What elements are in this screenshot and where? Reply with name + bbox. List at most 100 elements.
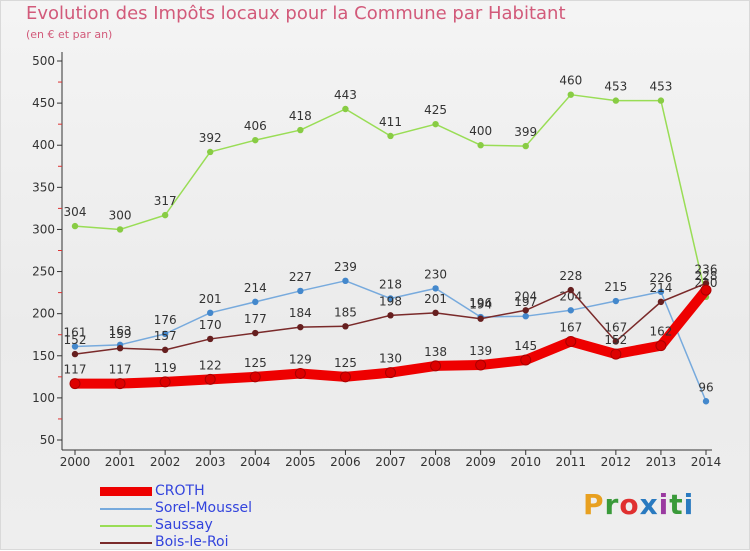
x-tick-label: 2001 [105,455,136,469]
data-label-croth: 129 [289,352,312,366]
y-tick-label: 250 [32,265,55,279]
x-tick-label: 2003 [195,455,226,469]
data-point-saussay [252,136,259,144]
data-label-saussay: 460 [559,74,582,88]
chart-subtitle: (en € et par an) [26,28,113,41]
data-label-sorel-moussel: 96 [698,380,713,394]
data-point-saussay [387,132,394,140]
data-label-croth: 125 [334,356,357,370]
x-tick-label: 2000 [60,455,91,469]
y-tick-label: 300 [32,222,55,236]
x-tick-label: 2013 [646,455,677,469]
x-tick-label: 2006 [330,455,361,469]
data-label-saussay: 453 [649,80,672,94]
data-label-saussay: 392 [199,131,222,145]
data-label-saussay: 418 [289,109,312,123]
data-label-croth: 145 [514,339,537,353]
data-point-bois-le-roi [207,335,214,343]
data-point-croth [114,378,126,390]
data-point-sorel-moussel [252,298,259,306]
data-point-bois-le-roi [567,286,574,294]
data-label-croth: 117 [64,363,87,377]
data-label-saussay: 304 [64,205,87,219]
x-tick-label: 2012 [601,455,632,469]
data-point-sorel-moussel [567,307,574,314]
data-label-croth: 228 [695,269,718,283]
data-label-bois-le-roi: 159 [109,327,132,341]
data-point-saussay [342,105,349,113]
data-label-sorel-moussel: 218 [379,278,402,292]
data-label-bois-le-roi: 194 [469,298,492,312]
data-point-sorel-moussel [161,330,169,338]
y-tick-label: 200 [32,307,55,321]
data-label-croth: 152 [604,333,627,347]
data-label-bois-le-roi: 204 [514,289,537,303]
y-tick-label: 400 [32,138,55,152]
data-label-bois-le-roi: 177 [244,312,267,326]
data-label-sorel-moussel: 161 [64,326,87,340]
x-tick-label: 2014 [691,455,722,469]
data-label-croth: 117 [109,363,132,377]
legend-item-sorel-moussel: Sorel-Moussel [100,500,300,517]
legend-swatch-bois-le-roi [100,542,152,544]
legend-label-bois-le-roi: Bois-le-Roi [155,534,229,550]
data-label-bois-le-roi: 185 [334,305,357,319]
legend-label-sorel-moussel: Sorel-Moussel [155,500,253,516]
data-point-saussay [522,142,529,150]
data-point-bois-le-roi [657,298,665,306]
data-point-sorel-moussel [297,287,304,295]
data-label-croth: 130 [379,352,402,366]
y-tick-label: 450 [32,96,55,110]
data-point-bois-le-roi [387,312,394,319]
data-label-bois-le-roi: 152 [64,333,87,347]
data-label-bois-le-roi: 184 [289,306,312,320]
data-point-saussay [297,126,304,134]
data-point-bois-le-roi [432,309,439,317]
data-label-bois-le-roi: 201 [424,292,447,306]
data-point-croth [430,360,442,372]
data-label-sorel-moussel: 176 [154,313,177,327]
data-point-sorel-moussel [432,285,439,292]
data-point-saussay [432,120,439,128]
data-label-sorel-moussel: 227 [289,270,312,284]
data-label-croth: 138 [424,345,447,359]
data-label-saussay: 399 [514,125,537,139]
data-label-bois-le-roi: 157 [154,329,177,343]
y-tick-label: 50 [40,433,55,447]
data-point-saussay [657,97,665,104]
data-label-croth: 167 [559,320,582,334]
y-tick-label: 150 [32,349,55,363]
data-point-bois-le-roi [297,323,304,331]
chart-title: Evolution des Impôts locaux pour la Comm… [26,3,566,24]
legend-swatch-saussay [100,525,152,527]
legend-item-croth: CROTH [100,483,300,500]
data-label-sorel-moussel: 215 [604,280,627,294]
data-point-bois-le-roi [612,338,620,345]
data-label-sorel-moussel: 230 [424,267,447,281]
data-label-saussay: 425 [424,103,447,117]
data-point-saussay [567,91,574,98]
data-label-saussay: 443 [334,88,357,102]
data-point-croth [159,376,171,388]
data-point-croth [249,371,261,383]
data-point-croth [520,354,532,366]
data-point-croth [475,359,487,371]
data-point-saussay [71,222,79,230]
data-point-bois-le-roi [522,307,529,314]
data-point-croth [294,367,306,379]
data-point-bois-le-roi [342,323,349,330]
legend-label-saussay: Saussay [155,517,213,533]
data-point-bois-le-roi [252,329,259,337]
data-point-croth [565,335,577,347]
data-point-sorel-moussel [612,297,620,305]
data-label-sorel-moussel: 226 [649,271,672,285]
data-label-saussay: 453 [604,80,627,94]
data-label-saussay: 411 [379,115,402,129]
data-point-croth [655,340,667,352]
data-point-bois-le-roi [71,350,79,358]
data-label-saussay: 300 [109,208,132,222]
x-tick-label: 2009 [465,455,496,469]
data-point-sorel-moussel [657,288,665,295]
y-tick-label: 100 [32,391,55,405]
